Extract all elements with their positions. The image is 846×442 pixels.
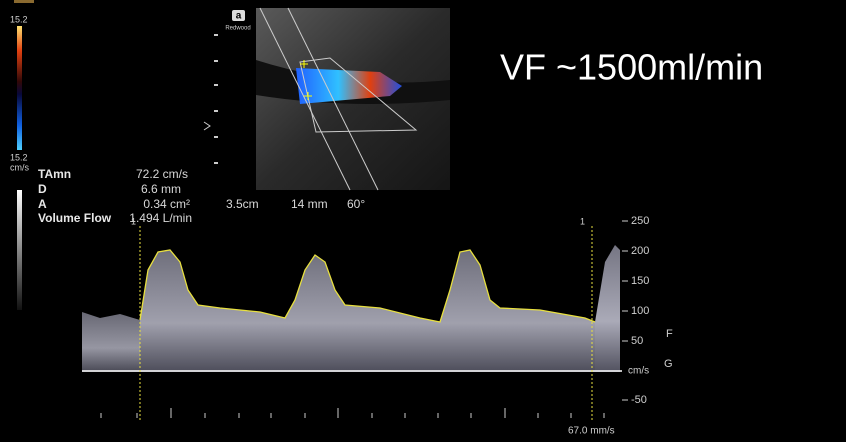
measure-value: 1.494 L/min <box>129 211 192 225</box>
measure-label: A <box>38 197 47 211</box>
cursor-label: 1 <box>131 216 136 226</box>
logo-mark: a <box>236 11 242 22</box>
measure-value: 72.2 cm/s <box>136 167 188 181</box>
side-label: F <box>666 328 673 340</box>
scale-label: 100 <box>631 305 649 317</box>
color-scale-top: 15.2 <box>10 14 28 24</box>
scale-label: 250 <box>631 215 649 227</box>
color-bar <box>17 26 22 150</box>
cursor-label: 1 <box>580 216 585 226</box>
gray-bar <box>17 190 22 310</box>
measure-label: TAmn <box>38 167 71 181</box>
depth-label: 3.5cm <box>226 197 259 211</box>
measure-value: 6.6 mm <box>141 182 181 196</box>
measure-label: Volume Flow <box>38 211 112 225</box>
sweep-speed: 67.0 mm/s <box>568 426 615 437</box>
color-scale-unit: cm/s <box>10 162 29 172</box>
scale-label: 150 <box>631 275 649 287</box>
scale-unit: cm/s <box>628 366 649 377</box>
annotation: VF ~1500ml/min <box>500 47 763 88</box>
spectrum-noise <box>82 312 140 372</box>
gate-label: 14 mm <box>291 197 328 211</box>
scale-label: 200 <box>631 245 649 257</box>
top-marker <box>14 0 34 3</box>
ultrasound-screen: 15.2 15.2 cm/s a Redwood TAmn 72.2 cm/s … <box>0 0 846 442</box>
measure-value: 0.34 cm² <box>143 197 190 211</box>
scale-label: 50 <box>631 335 643 347</box>
logo-brand: Redwood <box>225 26 250 32</box>
side-label: G <box>664 358 673 370</box>
color-scale-bottom: 15.2 <box>10 152 28 162</box>
measure-label: D <box>38 182 47 196</box>
angle-label: 60° <box>347 197 365 211</box>
scale-label: -50 <box>631 394 647 406</box>
